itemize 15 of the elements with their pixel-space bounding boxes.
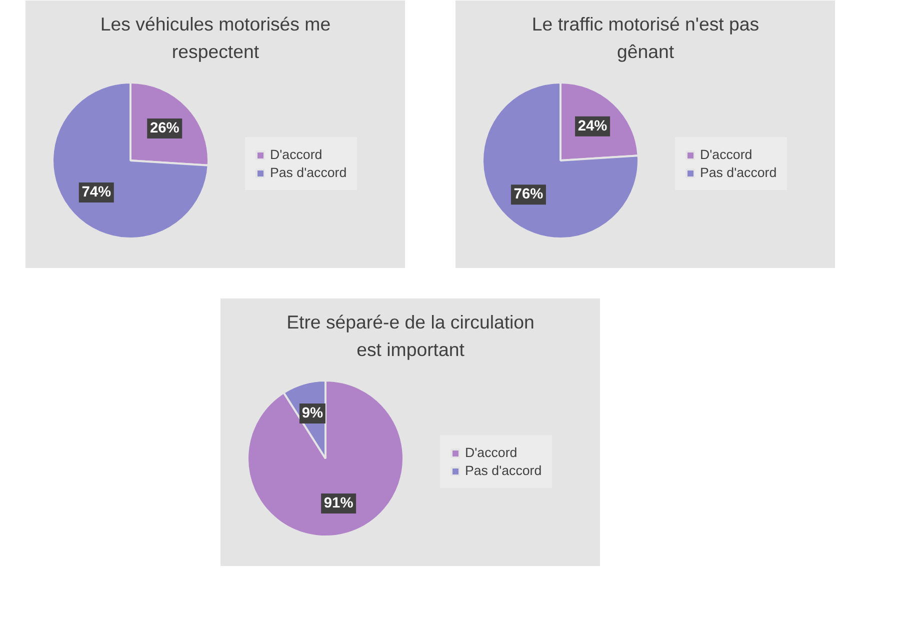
- legend-label: Pas d'accord: [270, 165, 347, 180]
- chart-title: Le traffic motorisé n'est pas gênant: [532, 14, 760, 62]
- legend-label: D'accord: [270, 147, 322, 162]
- data-label: 24%: [578, 118, 608, 134]
- legend-label: Pas d'accord: [465, 463, 542, 478]
- data-label: 74%: [82, 184, 112, 201]
- data-label: 9%: [302, 406, 324, 422]
- data-label: 76%: [514, 186, 544, 203]
- data-label: 26%: [150, 120, 180, 136]
- legend-label: Pas d'accord: [700, 165, 777, 180]
- legend-label: D'accord: [700, 147, 752, 162]
- data-label: 91%: [324, 495, 354, 512]
- chart-title: Les véhicules motorisés me respectent: [100, 14, 331, 62]
- legend-label: D'accord: [465, 445, 518, 460]
- chart-title: Etre séparé-e de la circulation est important: [286, 312, 534, 360]
